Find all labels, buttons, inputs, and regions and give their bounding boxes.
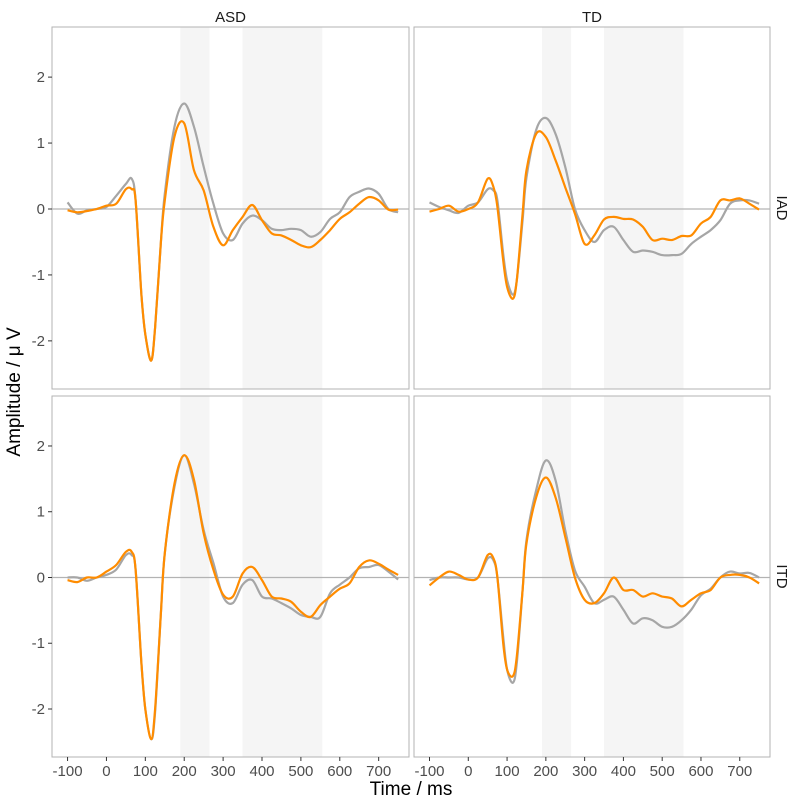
x-tick-label: 100 [133, 763, 158, 780]
strip-label-td: TD [582, 9, 602, 26]
x-tick-label: -100 [414, 763, 444, 780]
strip-label-itd: ITD [773, 564, 790, 588]
x-tick-label: 500 [288, 763, 313, 780]
x-tick-label: 200 [172, 763, 197, 780]
strip-label-asd: ASD [215, 9, 246, 26]
x-tick-label: 100 [495, 763, 520, 780]
panel-border [413, 26, 771, 390]
panel-asd-iad [51, 26, 410, 390]
y-tick-label: 1 [37, 504, 45, 521]
x-tick-label: 0 [102, 763, 110, 780]
x-axis-title: Time / ms [370, 779, 453, 800]
y-axis-title: Amplitude / μ V [4, 327, 25, 457]
panel-border [51, 395, 410, 758]
series-line-gray [66, 102, 399, 362]
x-tick-label: 300 [572, 763, 597, 780]
x-tick-label: 700 [727, 763, 752, 780]
series-line-orange [67, 120, 399, 362]
y-tick-label: 1 [37, 135, 45, 152]
series-line-gray [67, 454, 399, 741]
y-tick-label: 2 [37, 438, 45, 455]
series-line-orange [428, 476, 760, 678]
y-tick-label: 0 [37, 569, 45, 586]
x-tick-label: 400 [249, 763, 274, 780]
shaded-window [242, 396, 323, 757]
x-tick-label: 700 [366, 763, 391, 780]
shaded-window [180, 396, 210, 757]
x-tick-label: 600 [327, 763, 352, 780]
y-tick-label: 2 [37, 69, 45, 86]
series-line-gray [429, 459, 760, 684]
series-line-orange [67, 454, 399, 741]
y-tick-label: -1 [32, 267, 45, 284]
y-tick-label: -1 [32, 635, 45, 652]
x-tick-label: 300 [211, 763, 236, 780]
shaded-window [180, 27, 210, 389]
x-tick-label: 400 [611, 763, 636, 780]
shaded-window [604, 27, 684, 389]
series-line-gray [429, 116, 760, 296]
panel-border [413, 395, 771, 758]
strip-label-iad: IAD [773, 195, 790, 220]
shaded-window [541, 396, 572, 757]
series-line-orange [429, 130, 760, 300]
x-tick-label: 200 [533, 763, 558, 780]
x-tick-label: 500 [650, 763, 675, 780]
y-tick-label: 0 [37, 201, 45, 218]
shaded-window [541, 27, 572, 389]
panel-asd-itd [51, 395, 410, 758]
x-tick-label: 0 [464, 763, 472, 780]
panel-td-iad [413, 26, 771, 390]
shaded-window [604, 396, 684, 757]
x-tick-label: -100 [53, 763, 83, 780]
panels: ASD TD IAD ITD -2 -1 0 1 2 -2 -1 0 1 2 -100 0 100 200 300 4… [32, 9, 790, 780]
x-tick-label: 600 [688, 763, 713, 780]
y-tick-label: -2 [32, 701, 45, 718]
panel-td-itd [413, 395, 771, 758]
y-tick-label: -2 [32, 333, 45, 350]
panel-border [51, 26, 410, 390]
